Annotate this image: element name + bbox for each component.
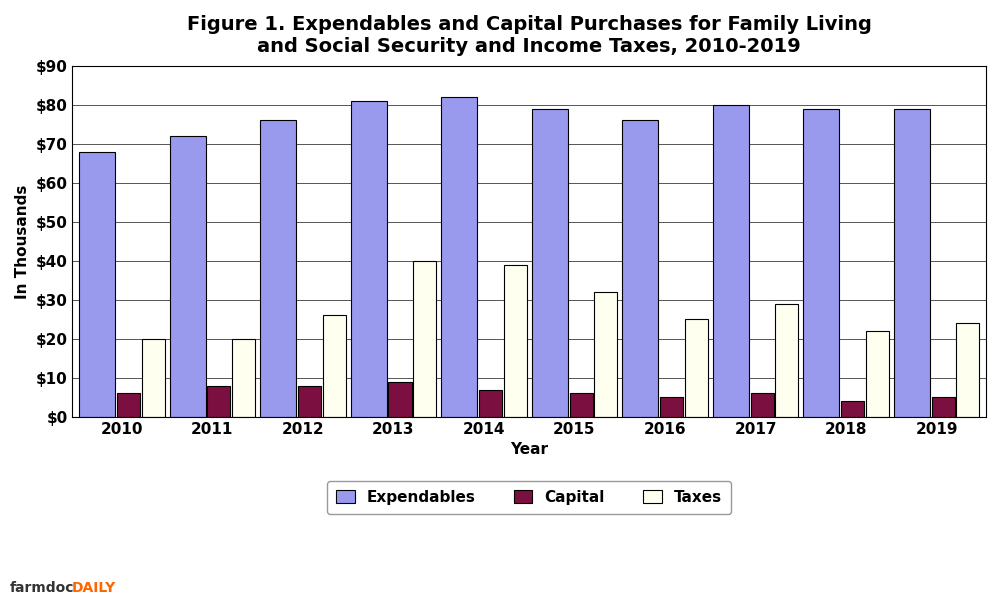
Bar <box>169 136 206 417</box>
Bar <box>207 386 230 417</box>
Bar <box>866 331 889 417</box>
Text: farmdoc: farmdoc <box>10 581 74 595</box>
Bar <box>350 101 386 417</box>
X-axis label: Year: Year <box>511 442 549 457</box>
Bar <box>713 105 749 417</box>
Bar <box>479 389 503 417</box>
Bar <box>441 97 477 417</box>
Bar <box>322 316 345 417</box>
Bar <box>504 265 527 417</box>
Bar <box>956 323 979 417</box>
Bar <box>623 120 659 417</box>
Text: DAILY: DAILY <box>72 581 116 595</box>
Bar <box>260 120 296 417</box>
Legend: Expendables, Capital, Taxes: Expendables, Capital, Taxes <box>327 481 731 514</box>
Bar <box>141 339 164 417</box>
Bar <box>298 386 321 417</box>
Bar <box>841 401 864 417</box>
Y-axis label: In Thousands: In Thousands <box>15 184 30 299</box>
Title: Figure 1. Expendables and Capital Purchases for Family Living
and Social Securit: Figure 1. Expendables and Capital Purcha… <box>187 15 872 56</box>
Bar <box>117 394 140 417</box>
Bar <box>894 109 930 417</box>
Bar <box>803 109 840 417</box>
Bar <box>388 382 411 417</box>
Bar <box>532 109 568 417</box>
Bar <box>595 292 618 417</box>
Bar <box>751 394 774 417</box>
Bar <box>660 397 683 417</box>
Bar <box>570 394 593 417</box>
Bar <box>776 304 799 417</box>
Bar <box>685 319 708 417</box>
Bar <box>932 397 955 417</box>
Bar <box>232 339 255 417</box>
Bar <box>413 261 436 417</box>
Bar <box>79 151 115 417</box>
